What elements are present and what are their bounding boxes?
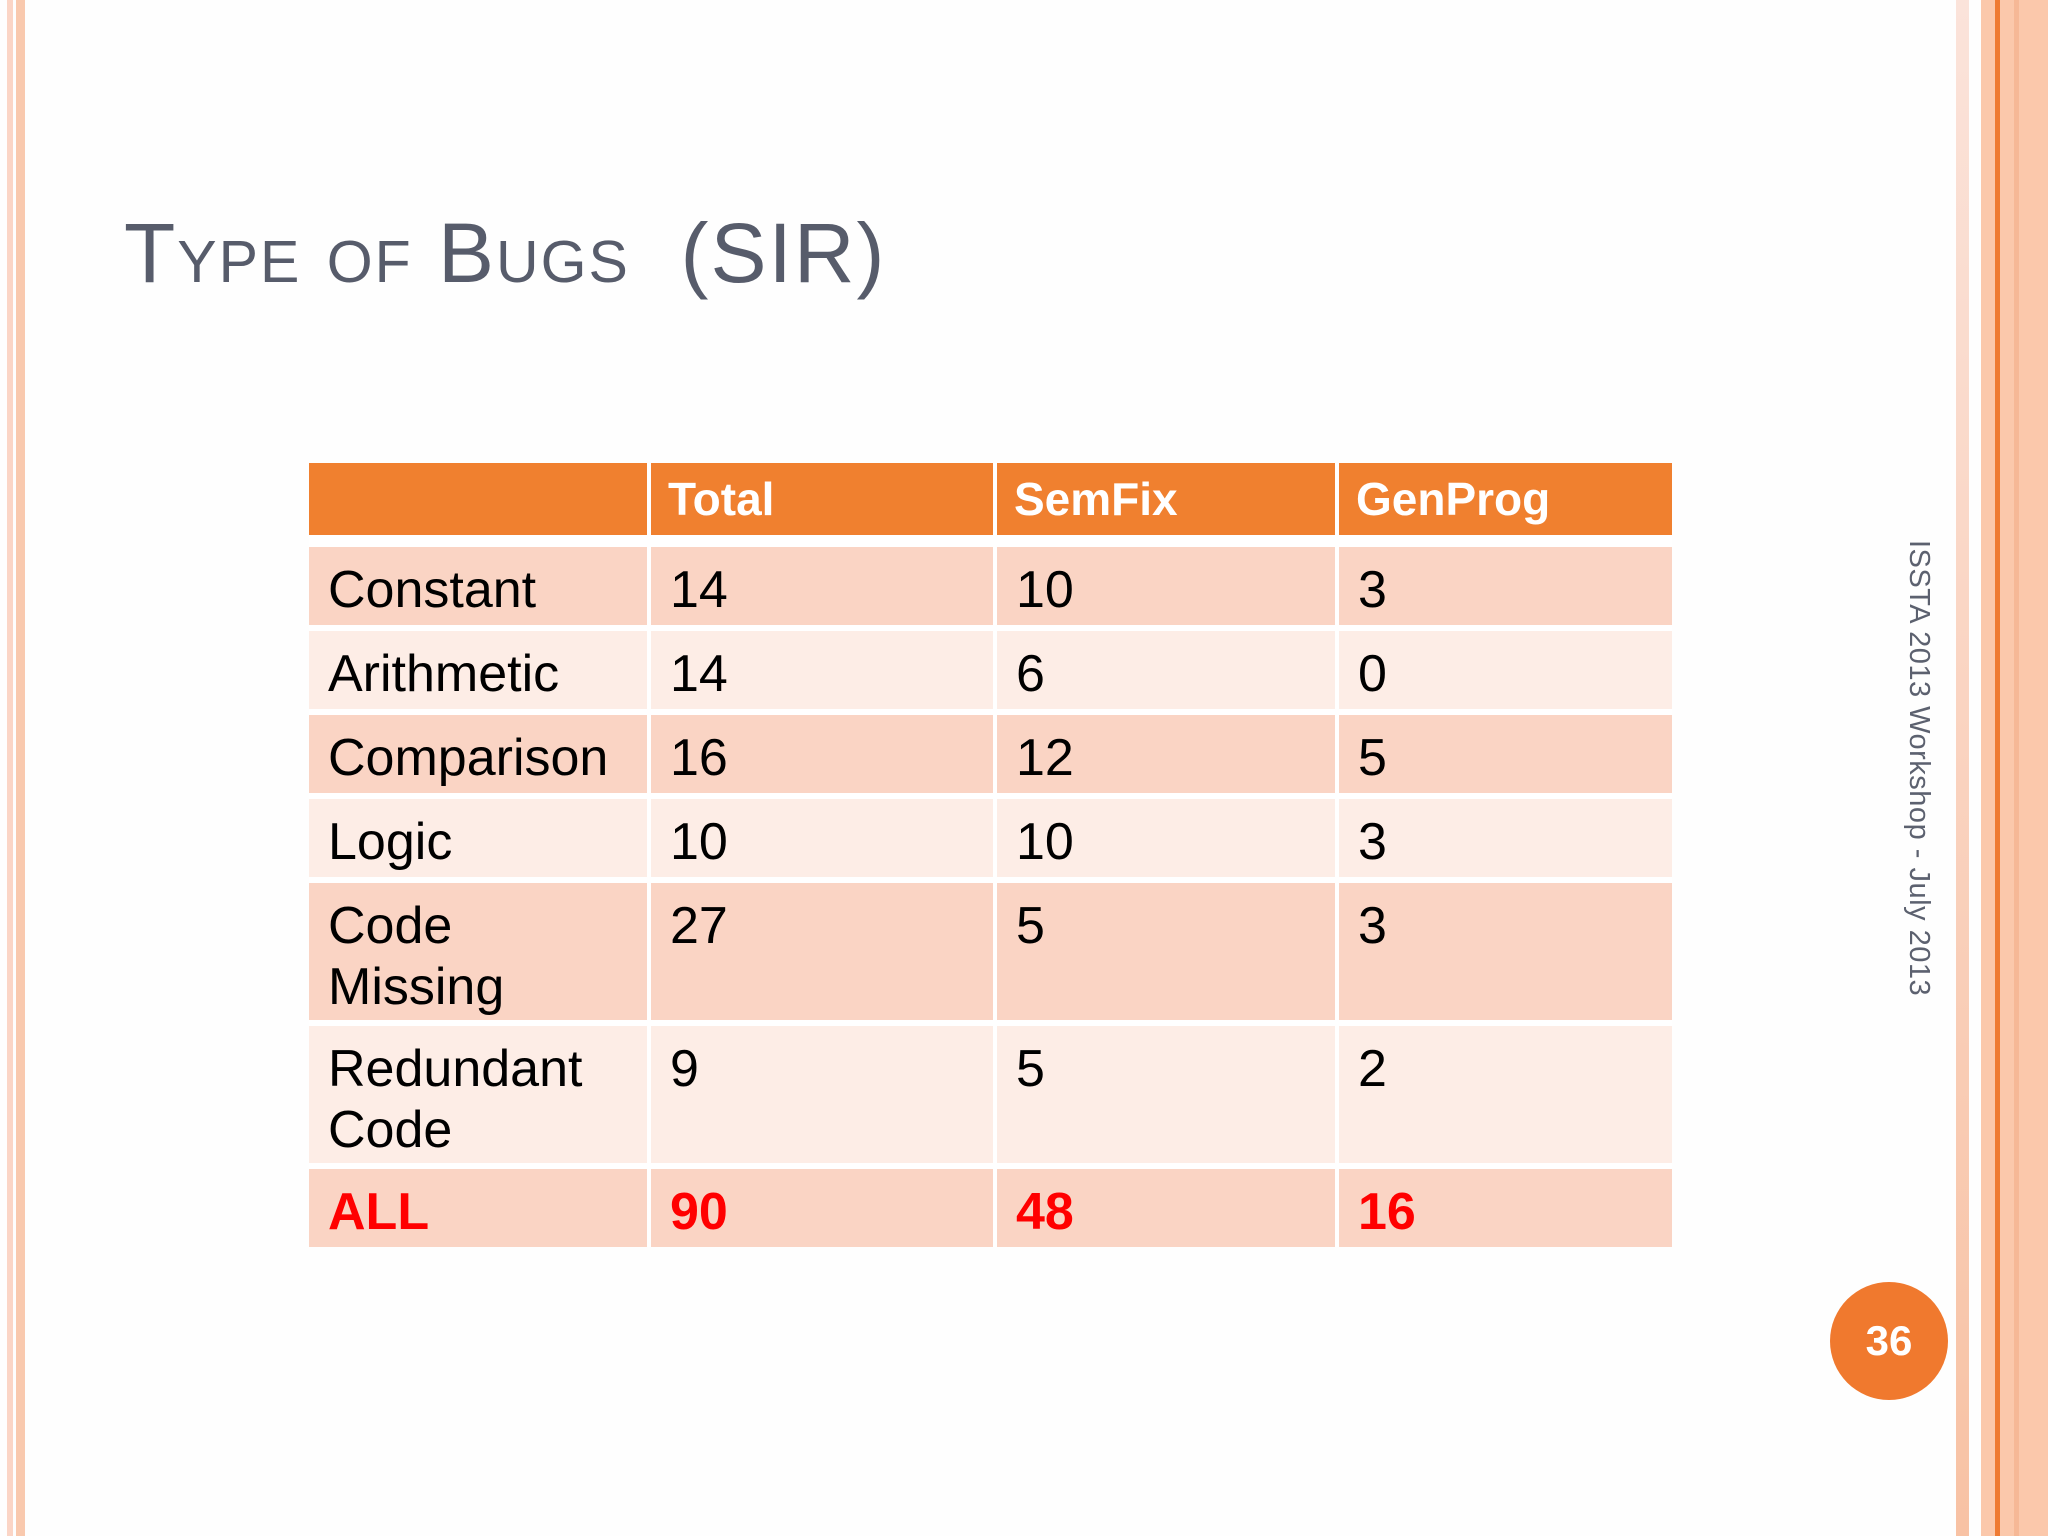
row-label-cell: ALL [309,1169,651,1247]
column-header: Total [651,463,997,547]
value-cell: 12 [997,715,1339,799]
page-number: 36 [1865,1317,1913,1364]
table-header: Total SemFix GenProg [309,463,1672,547]
value-cell: 10 [997,547,1339,631]
value-cell: 3 [1339,883,1672,1026]
column-header: GenProg [1339,463,1672,547]
row-label-cell: Arithmetic [309,631,651,715]
left-border-stripe-thin [7,0,13,1536]
column-header: SemFix [997,463,1339,547]
value-cell: 3 [1339,799,1672,883]
table-corner-cell [309,463,651,547]
table-row: Code Missing 27 5 3 [309,883,1672,1026]
value-cell: 6 [997,631,1339,715]
value-cell: 16 [651,715,997,799]
sidebar-note: ISSTA 2013 Workshop - July 2013 [1903,540,1935,997]
row-label-cell: Comparison [309,715,651,799]
value-cell: 48 [997,1169,1339,1247]
right-band-accent-line [1995,0,2000,1536]
row-label-cell: Constant [309,547,651,631]
value-cell: 10 [651,799,997,883]
value-cell: 3 [1339,547,1672,631]
slide-title: Type of Bugs (SIR) [124,206,887,300]
table-row: Arithmetic 14 6 0 [309,631,1672,715]
value-cell: 0 [1339,631,1672,715]
table-body: Constant 14 10 3 Arithmetic 14 6 0 Comparison 16 1… [309,547,1672,1247]
value-cell: 2 [1339,1026,1672,1169]
value-cell: 5 [1339,715,1672,799]
row-label-cell: Redundant Code [309,1026,651,1169]
row-label-cell: Logic [309,799,651,883]
right-band-soft-line [2014,0,2019,1536]
value-cell: 14 [651,547,997,631]
left-border-stripe-thick [16,0,25,1536]
value-cell: 5 [997,1026,1339,1169]
right-border-band [1981,0,2048,1536]
value-cell: 16 [1339,1169,1672,1247]
table-row: Constant 14 10 3 [309,547,1672,631]
value-cell: 9 [651,1026,997,1169]
table-row: Logic 10 10 3 [309,799,1672,883]
value-cell: 27 [651,883,997,1026]
value-cell: 14 [651,631,997,715]
table-row: Redundant Code 9 5 2 [309,1026,1672,1169]
table-header-row: Total SemFix GenProg [309,463,1672,547]
row-label-cell: Code Missing [309,883,651,1026]
value-cell: 90 [651,1169,997,1247]
table-row: Comparison 16 12 5 [309,715,1672,799]
bug-types-table: Total SemFix GenProg Constant 14 10 3 Arithmet… [309,463,1672,1247]
page-number-badge: 36 [1830,1282,1948,1400]
right-border-stripe-pale [1956,0,1969,1536]
table-row: ALL 90 48 16 [309,1169,1672,1247]
value-cell: 5 [997,883,1339,1026]
value-cell: 10 [997,799,1339,883]
